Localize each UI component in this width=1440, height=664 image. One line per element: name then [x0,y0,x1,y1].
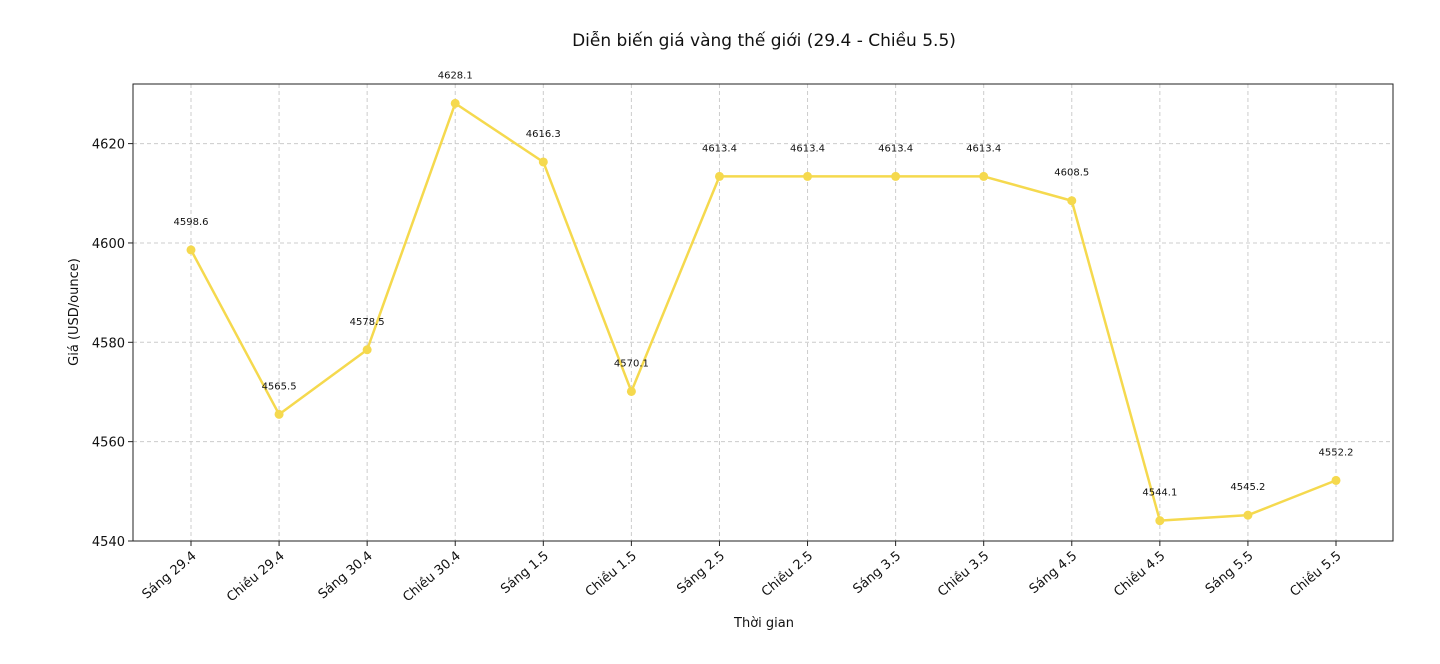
y-axis: 4540 4560 4580 4600 4620 [92,138,133,550]
x-tick-label: Chiều 5.5 [1287,549,1344,600]
data-label: 4628.1 [438,70,473,81]
x-tick-label: Sáng 30.4 [316,549,376,603]
y-axis-label: Giá (USD/ounce) [67,258,82,366]
x-tick-label: Sáng 4.5 [1027,549,1081,597]
data-label: 4565.5 [262,381,297,392]
data-point [538,157,548,167]
grid-layer [133,84,1393,542]
data-point [450,98,460,108]
data-point [803,171,813,181]
x-tick-label: Chiều 3.5 [935,549,992,600]
x-axis-label: Thời gian [733,616,794,631]
y-tick-label: 4540 [92,535,125,550]
y-tick-label: 4620 [92,138,125,153]
x-tick-label: Chiều 1.5 [583,549,640,600]
x-tick-label: Sáng 5.5 [1203,549,1257,597]
data-label: 4544.1 [1142,488,1177,499]
data-point [274,409,284,419]
series-layer: 4598.6 4565.5 4578.5 4628.1 4616.3 4570.1 4613… [174,70,1354,526]
x-tick-label: Sáng 2.5 [674,549,728,597]
x-tick-label: Sáng 3.5 [850,549,904,597]
data-point [1155,516,1165,526]
data-label: 4578.5 [350,317,385,328]
chart-title: Diễn biến giá vàng thế giới (29.4 - Chiề… [572,30,956,51]
data-point [891,171,901,181]
data-label: 4545.2 [1230,482,1265,493]
data-point [1243,510,1253,520]
x-tick-label: Sáng 29.4 [140,549,200,603]
x-tick-label: Chiều 4.5 [1111,549,1168,600]
data-point [1067,196,1077,206]
data-point [362,345,372,355]
series-line [189,102,1337,522]
data-label: 4613.4 [966,143,1001,154]
data-point [626,386,636,396]
data-label: 4613.4 [878,143,913,154]
x-tick-label: Chiều 29.4 [224,549,287,606]
data-label: 4613.4 [702,143,737,154]
data-label: 4570.1 [614,358,649,369]
x-tick-label: Chiều 2.5 [759,549,816,600]
x-tick-label: Sáng 1.5 [498,549,552,597]
data-label: 4552.2 [1319,447,1354,458]
plot-frame [132,83,1394,542]
y-tick-label: 4600 [92,237,125,252]
x-tick-label: Chiều 30.4 [400,549,463,606]
y-tick-label: 4560 [92,436,125,451]
data-label: 4616.3 [526,129,561,140]
data-point [714,171,724,181]
data-point [186,245,196,255]
data-label: 4598.6 [174,217,209,228]
data-label: 4608.5 [1054,168,1089,179]
data-point [1331,475,1341,485]
y-tick-label: 4580 [92,336,125,351]
x-axis: Sáng 29.4 Chiều 29.4 Sáng 30.4 Chiều 30.4 Sá… [140,541,1345,605]
data-point [979,171,989,181]
data-label: 4613.4 [790,143,825,154]
